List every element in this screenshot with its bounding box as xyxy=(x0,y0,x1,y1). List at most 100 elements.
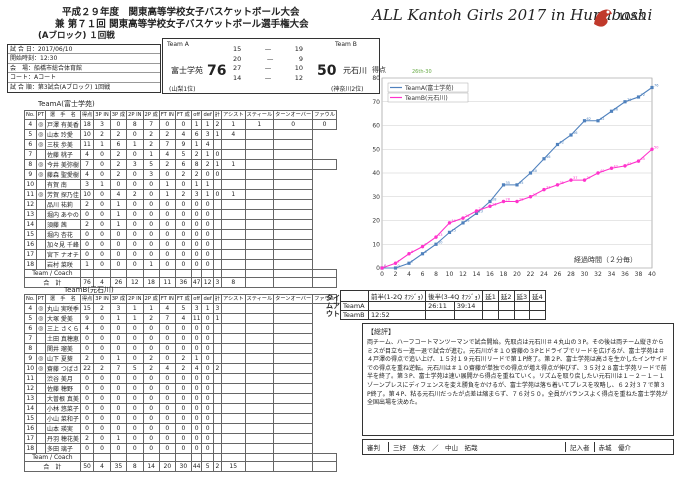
data-point xyxy=(447,230,452,234)
table-cell: 0 xyxy=(158,208,176,220)
table-cell: 0 xyxy=(174,118,192,130)
column-header: ターンオーバー xyxy=(273,294,314,304)
table-cell: 0 xyxy=(201,352,214,364)
score-progression-chart: 0 10 20 30 40 50 60 70 80 0 2 4 6 8 10 12 14 16 18 20 22 24 26… xyxy=(368,58,668,294)
table-cell: 0 xyxy=(126,352,144,364)
to-header: 延3 xyxy=(513,290,531,302)
table-row: 10 ◎ 齋藤 つばさ 22 2 7 5 2 4 2 4 0 2 xyxy=(24,362,337,374)
table-cell: 2 xyxy=(79,198,95,210)
table-cell xyxy=(220,148,246,160)
column-header: 3P IN xyxy=(93,294,111,304)
table-cell xyxy=(273,168,314,180)
table-cell: 2 xyxy=(190,168,203,180)
table-cell: 18 xyxy=(79,118,95,130)
table-cell xyxy=(220,258,246,270)
table-cell: 0 xyxy=(201,312,214,324)
table-cell: 0 xyxy=(142,198,160,210)
x-tick-label: 8 xyxy=(434,271,438,278)
table-cell: 0 xyxy=(190,258,203,270)
table-cell: 5 xyxy=(24,128,37,140)
table-cell: 7 xyxy=(79,158,95,170)
table-cell: 1 xyxy=(126,138,144,150)
table-cell: 6 xyxy=(174,158,192,170)
table-row: 16 山本 瑛実 0 0 0 0 0 0 0 0 0 xyxy=(24,422,337,434)
table-cell: 0 xyxy=(174,322,192,334)
table-cell xyxy=(212,138,222,150)
table-cell: 1 xyxy=(158,178,176,190)
y-tick-label: 50 xyxy=(372,146,380,153)
game-order: 試 合 順：第3試合(Aブロック) 1回戦 xyxy=(10,83,111,91)
table-cell: 戸澤 有美香 xyxy=(44,118,81,130)
table-cell: 3 xyxy=(79,178,95,190)
table-cell: 0 xyxy=(126,392,144,404)
table-cell xyxy=(220,352,246,364)
table-row: 5 ◎ 大塚 愛美 9 0 1 1 2 7 4 11 0 1 xyxy=(24,312,337,324)
table-cell xyxy=(220,442,246,454)
table-cell: 0 xyxy=(79,228,95,240)
table-cell: 0 xyxy=(126,208,144,220)
table-cell: 0 xyxy=(158,392,176,404)
table-cell xyxy=(273,228,314,240)
table-cell xyxy=(244,248,275,260)
table-cell xyxy=(273,342,314,354)
table-cell: 15 xyxy=(24,412,37,424)
data-label: 9 xyxy=(425,243,427,247)
table-cell: 1 xyxy=(201,148,214,160)
data-point xyxy=(488,204,492,208)
x-tick-label: 20 xyxy=(513,271,521,278)
table-cell: 3 xyxy=(190,302,203,314)
table-cell: 0 xyxy=(174,432,192,444)
table-cell: 7 xyxy=(109,362,128,374)
table-cell: 0 xyxy=(142,208,160,220)
table-cell: 0 xyxy=(142,248,160,260)
table-cell: 0 xyxy=(190,412,203,424)
table-cell: 0 xyxy=(142,412,160,424)
x-tick-label: 38 xyxy=(635,271,643,278)
table-cell: 0 xyxy=(126,198,144,210)
table-cell: 1 xyxy=(190,118,203,130)
table-cell xyxy=(220,392,246,404)
column-header: def xyxy=(201,110,214,120)
data-label: 13 xyxy=(438,233,442,237)
data-label: 72 xyxy=(641,93,645,97)
table-cell: 3 xyxy=(126,158,144,170)
table-cell: 0 xyxy=(158,382,176,394)
team-b-label: Team B xyxy=(335,41,357,48)
table-cell xyxy=(212,442,222,454)
table-row: 8 関井 瑠美 0 0 0 0 0 0 0 0 0 xyxy=(24,342,337,354)
table-row: 12 品川 祐莉 2 0 1 0 0 0 0 0 0 xyxy=(24,198,337,210)
table-cell xyxy=(212,422,222,434)
table-cell: 0 xyxy=(109,342,128,354)
table-cell: 0 xyxy=(79,332,95,344)
table-cell xyxy=(220,372,246,384)
table-cell: 0 xyxy=(93,238,111,250)
data-label: 0 xyxy=(398,264,400,268)
x-tick-label: 10 xyxy=(446,271,454,278)
table-cell: 0 xyxy=(93,258,111,270)
table-cell: ◎ xyxy=(35,118,46,130)
table-cell: 0 xyxy=(174,198,192,210)
table-cell: 4 xyxy=(158,302,176,314)
table-cell: 佐藤 桃子 xyxy=(44,148,81,160)
table-cell: 0 xyxy=(201,382,214,394)
table-cell: 0 xyxy=(142,422,160,434)
table-cell: 0 xyxy=(109,248,128,260)
table-cell: 7 xyxy=(24,332,37,344)
table-cell: 0 xyxy=(79,412,95,424)
data-point xyxy=(569,178,573,182)
table-cell: 0 xyxy=(142,382,160,394)
table-cell: 3 xyxy=(190,188,203,200)
table-cell: 丹羽 穂花美 xyxy=(44,432,81,444)
table-cell: 0 xyxy=(79,392,95,404)
team-b-name: 元石川 xyxy=(343,66,367,75)
data-label: 35 xyxy=(560,181,564,185)
table-cell: 0 xyxy=(190,238,203,250)
table-cell xyxy=(212,372,222,384)
table-cell: 0 xyxy=(109,382,128,394)
table-cell: 山下 夏葵 xyxy=(44,352,81,364)
table-cell: 12 xyxy=(24,382,37,394)
table-cell xyxy=(273,218,314,230)
data-point xyxy=(515,183,519,187)
table-cell xyxy=(220,332,246,344)
y-tick-label: 80 xyxy=(372,75,380,82)
